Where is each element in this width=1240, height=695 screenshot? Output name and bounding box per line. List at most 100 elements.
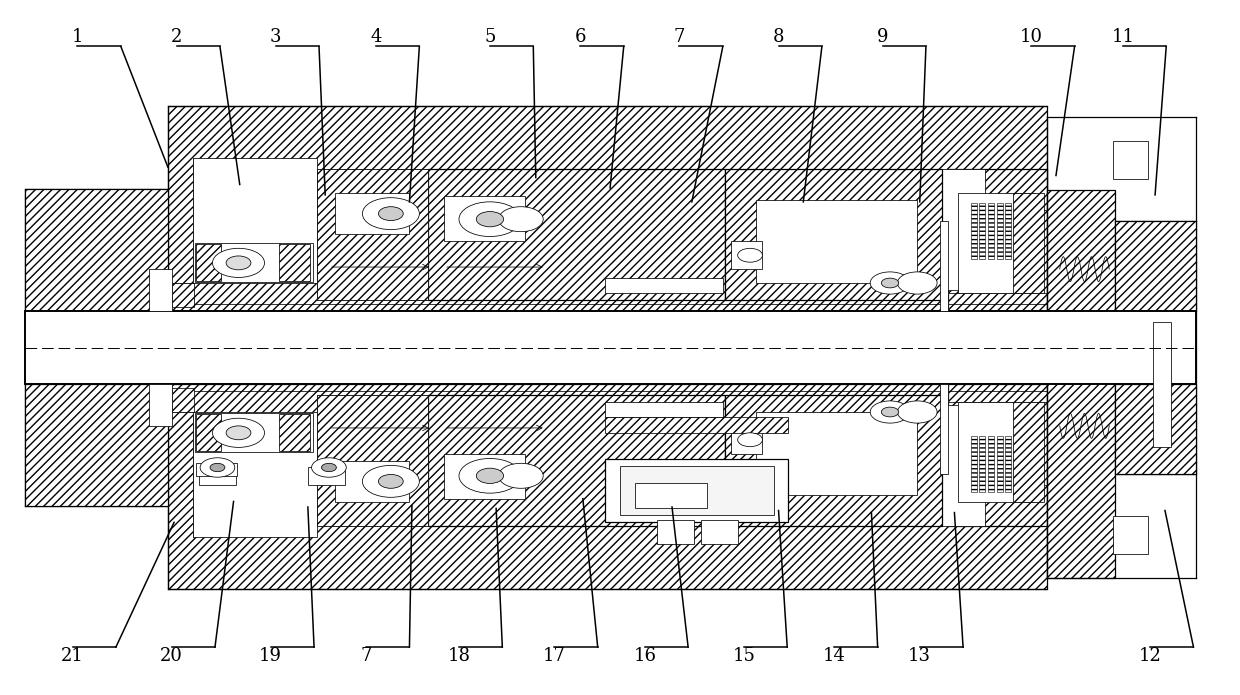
Bar	[192, 158, 316, 283]
Bar	[316, 170, 428, 300]
Text: 8: 8	[773, 28, 784, 47]
Circle shape	[321, 464, 336, 472]
Bar	[316, 395, 725, 526]
Text: 20: 20	[160, 647, 184, 665]
Bar	[980, 203, 986, 259]
Circle shape	[498, 464, 543, 489]
Bar	[635, 484, 707, 508]
Bar	[1023, 203, 1029, 259]
Circle shape	[212, 418, 264, 448]
Bar	[196, 414, 221, 451]
Text: 12: 12	[1138, 647, 1162, 665]
Circle shape	[378, 475, 403, 489]
Bar	[444, 454, 525, 499]
Bar	[959, 402, 1035, 502]
Circle shape	[362, 466, 419, 498]
Bar	[620, 466, 774, 515]
Text: 7: 7	[673, 28, 686, 47]
Bar	[605, 278, 723, 293]
Bar	[1013, 402, 1044, 502]
Bar	[732, 426, 763, 454]
Bar	[949, 169, 1048, 311]
Circle shape	[870, 401, 910, 423]
Bar	[1116, 220, 1195, 311]
Circle shape	[738, 433, 763, 447]
Bar	[1013, 193, 1044, 293]
Bar	[1023, 436, 1029, 492]
Circle shape	[898, 401, 937, 423]
Circle shape	[898, 272, 937, 294]
Bar	[988, 436, 994, 492]
Circle shape	[212, 248, 264, 277]
Bar	[605, 417, 789, 433]
Bar	[980, 436, 986, 492]
Circle shape	[882, 407, 899, 417]
Text: 4: 4	[371, 28, 382, 47]
Bar	[725, 395, 942, 525]
Circle shape	[226, 256, 250, 270]
Text: 17: 17	[543, 647, 565, 665]
Circle shape	[226, 426, 250, 440]
Bar	[167, 384, 1048, 589]
Bar	[26, 311, 1195, 384]
Circle shape	[311, 458, 346, 477]
Bar	[335, 461, 409, 502]
Bar	[1116, 384, 1195, 475]
Bar	[196, 244, 221, 281]
Text: 14: 14	[823, 647, 846, 665]
Circle shape	[882, 278, 899, 288]
Bar	[1014, 203, 1021, 259]
Bar	[997, 436, 1003, 492]
Bar	[940, 220, 949, 311]
Text: 2: 2	[171, 28, 182, 47]
Circle shape	[459, 459, 521, 493]
Bar	[756, 412, 918, 496]
Bar	[171, 283, 193, 307]
Bar	[657, 520, 694, 543]
Bar	[971, 203, 977, 259]
Circle shape	[476, 211, 503, 227]
Bar	[316, 169, 725, 300]
Bar	[997, 203, 1003, 259]
Bar	[959, 193, 1035, 293]
Bar	[971, 436, 977, 492]
Bar	[444, 196, 525, 241]
Bar	[1006, 436, 1012, 492]
Bar	[428, 170, 725, 300]
Bar	[988, 203, 994, 259]
Bar	[26, 384, 167, 506]
Bar	[949, 384, 1048, 526]
Bar	[701, 520, 738, 543]
Bar	[195, 243, 312, 281]
Bar	[149, 384, 171, 426]
Bar	[26, 189, 167, 311]
Text: 6: 6	[574, 28, 587, 47]
Bar	[756, 199, 918, 283]
Bar	[605, 402, 723, 417]
Bar	[308, 468, 345, 485]
Bar	[725, 169, 986, 290]
Bar	[725, 170, 942, 300]
Bar	[335, 193, 409, 234]
Circle shape	[200, 458, 234, 477]
Text: 9: 9	[877, 28, 888, 47]
Bar	[279, 244, 310, 281]
Bar	[192, 412, 316, 537]
Circle shape	[498, 206, 543, 231]
Bar	[279, 414, 310, 451]
Bar	[732, 241, 763, 269]
Text: 18: 18	[448, 647, 470, 665]
Text: 11: 11	[1111, 28, 1135, 47]
Text: 19: 19	[259, 647, 283, 665]
Bar	[940, 384, 949, 475]
Bar	[1014, 436, 1021, 492]
Text: 16: 16	[634, 647, 656, 665]
Text: 5: 5	[485, 28, 496, 47]
Bar	[149, 269, 171, 311]
Bar	[198, 468, 236, 485]
Bar	[428, 395, 725, 525]
Circle shape	[738, 248, 763, 262]
Text: 13: 13	[908, 647, 931, 665]
Bar	[1114, 516, 1148, 554]
Text: 1: 1	[72, 28, 83, 47]
